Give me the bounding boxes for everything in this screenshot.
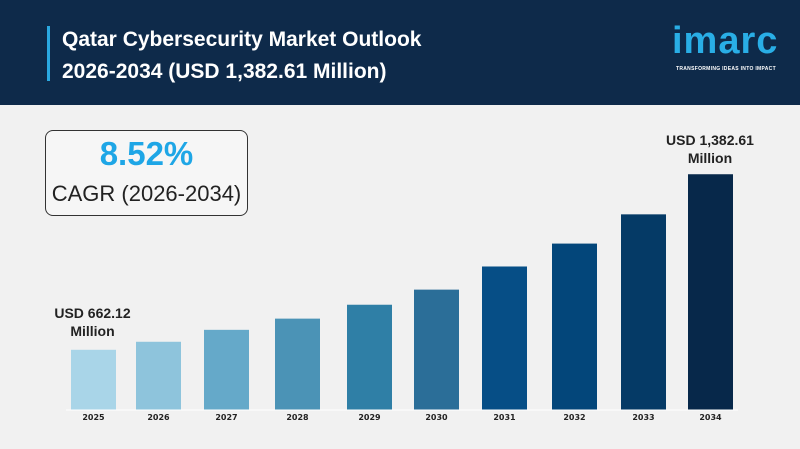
x-tick-label-2032: 2032 (563, 413, 585, 422)
bar-2033 (621, 214, 666, 410)
cagr-box: 8.52% CAGR (2026-2034) (45, 130, 248, 216)
end-value-annotation: USD 1,382.61 Million (655, 131, 765, 167)
bar-2027 (204, 329, 249, 410)
bar-2025 (71, 349, 116, 410)
x-tick-label-2034: 2034 (699, 413, 722, 422)
bar-2031 (482, 266, 527, 410)
end-value-line-2: Million (687, 150, 733, 166)
bar-2026 (136, 341, 181, 410)
bar-2030 (414, 289, 459, 410)
cagr-label: CAGR (2026-2034) (51, 181, 242, 206)
title-accent-bar (47, 26, 50, 81)
x-tick-label-2029: 2029 (358, 413, 381, 422)
x-tick-label-2028: 2028 (286, 413, 309, 422)
bar-2028 (275, 318, 320, 410)
x-tick-label-2031: 2031 (493, 413, 516, 422)
x-tick-label-2026: 2026 (147, 413, 170, 422)
start-value-line-2: Million (70, 323, 115, 339)
title-line-1: Qatar Cybersecurity Market Outlook (62, 28, 422, 51)
end-value-line-1: USD 1,382.61 (666, 132, 754, 148)
title-line-2: 2026-2034 (USD 1,382.61 Million) (62, 60, 387, 83)
page-title: Qatar Cybersecurity Market Outlook 2026-… (62, 24, 421, 88)
start-value-line-1: USD 662.12 (54, 305, 131, 321)
bar-2034 (688, 174, 733, 410)
cagr-value: 8.52% (99, 135, 194, 172)
x-tick-label-2027: 2027 (215, 413, 237, 422)
x-tick-label-2025: 2025 (82, 413, 105, 422)
bar-2032 (552, 243, 597, 410)
imarc-logo: imarc (672, 20, 779, 62)
logo-tagline: TRANSFORMING IDEAS INTO IMPACT (676, 66, 776, 72)
bar-2029 (347, 304, 392, 410)
header-banner: Qatar Cybersecurity Market Outlook 2026-… (0, 0, 800, 105)
x-tick-label-2033: 2033 (632, 413, 654, 422)
start-value-annotation: USD 662.12 Million (45, 304, 140, 340)
x-tick-label-2030: 2030 (425, 413, 448, 422)
